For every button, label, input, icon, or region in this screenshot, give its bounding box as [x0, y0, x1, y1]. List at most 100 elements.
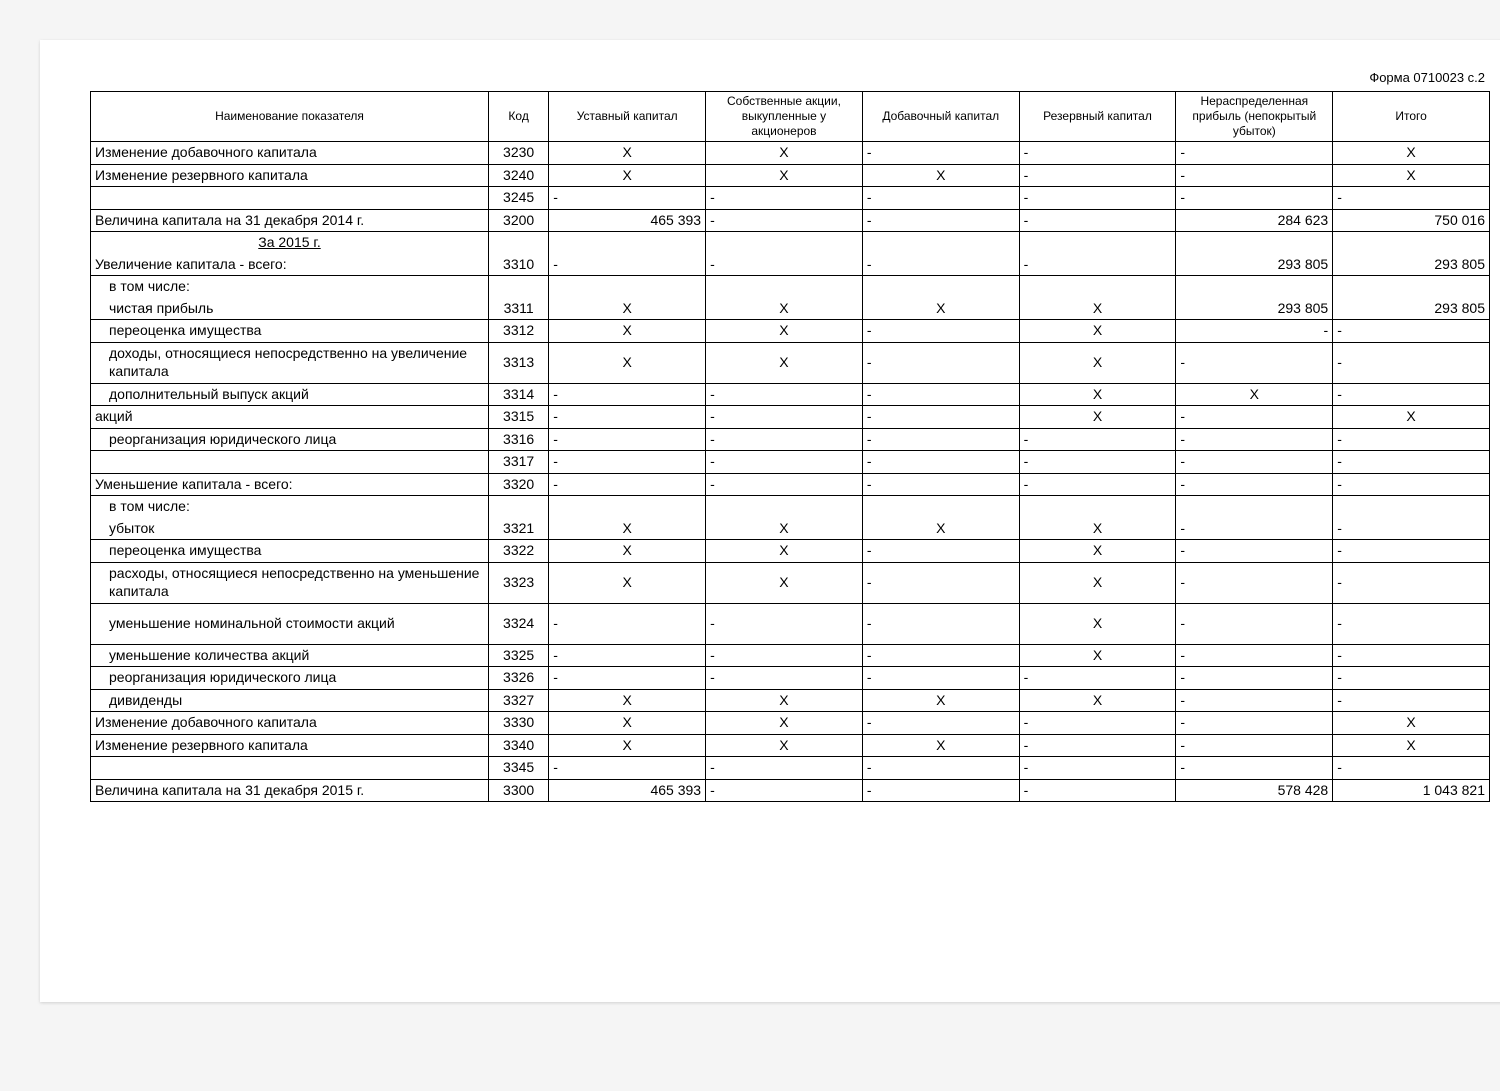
- cell-c2: X: [706, 734, 863, 757]
- table-row: в том числе:: [91, 276, 1490, 298]
- table-row: 3245------: [91, 187, 1490, 210]
- cell-c5: -: [1176, 757, 1333, 780]
- cell-c6: -: [1333, 473, 1490, 496]
- row-code: 3317: [488, 451, 548, 474]
- cell-c5: -: [1176, 644, 1333, 667]
- cell-c6: -: [1333, 428, 1490, 451]
- row-name: в том числе:: [91, 496, 489, 518]
- row-code: 3323: [488, 562, 548, 603]
- col-header-name: Наименование показателя: [91, 92, 489, 142]
- cell-c1: -: [549, 254, 706, 276]
- cell-c6: -: [1333, 757, 1490, 780]
- row-name: доходы, относящиеся непосредственно на у…: [91, 342, 489, 383]
- cell-c4: X: [1019, 298, 1176, 320]
- cell-c5: -: [1176, 667, 1333, 690]
- col-header-code: Код: [488, 92, 548, 142]
- cell-c5: X: [1176, 383, 1333, 406]
- row-code: 3200: [488, 209, 548, 232]
- merged-cell: [549, 496, 706, 518]
- cell-c6: -: [1333, 562, 1490, 603]
- cell-c5: -: [1176, 187, 1333, 210]
- merged-cell: [1019, 232, 1176, 254]
- cell-c3: -: [862, 644, 1019, 667]
- row-name: Увеличение капитала - всего:: [91, 254, 489, 276]
- row-name: Величина капитала на 31 декабря 2015 г.: [91, 779, 489, 802]
- cell-c6: 293 805: [1333, 298, 1490, 320]
- cell-c1: -: [549, 757, 706, 780]
- form-code-label: Форма 0710023 с.2: [90, 70, 1490, 85]
- cell-c4: X: [1019, 603, 1176, 644]
- row-name: Изменение добавочного капитала: [91, 712, 489, 735]
- row-code: 3316: [488, 428, 548, 451]
- cell-c2: X: [706, 518, 863, 540]
- cell-c2: -: [706, 644, 863, 667]
- cell-c6: X: [1333, 164, 1490, 187]
- cell-c1: -: [549, 473, 706, 496]
- cell-c2: -: [706, 603, 863, 644]
- cell-c4: -: [1019, 779, 1176, 802]
- cell-c6: -: [1333, 187, 1490, 210]
- cell-c6: X: [1333, 142, 1490, 165]
- table-row: чистая прибыль3311XXXX293 805293 805: [91, 298, 1490, 320]
- row-code: 3300: [488, 779, 548, 802]
- merged-cell: [862, 232, 1019, 254]
- cell-c2: X: [706, 562, 863, 603]
- cell-c4: -: [1019, 142, 1176, 165]
- cell-c4: X: [1019, 406, 1176, 429]
- cell-c3: -: [862, 320, 1019, 343]
- row-code: 3322: [488, 540, 548, 563]
- row-code: 3315: [488, 406, 548, 429]
- table-row: Изменение резервного капитала3240XXX--X: [91, 164, 1490, 187]
- merged-cell: [706, 232, 863, 254]
- cell-c6: X: [1333, 734, 1490, 757]
- cell-c1: -: [549, 383, 706, 406]
- cell-c1: X: [549, 342, 706, 383]
- cell-c1: 465 393: [549, 779, 706, 802]
- cell-c2: X: [706, 342, 863, 383]
- cell-c5: -: [1176, 689, 1333, 712]
- cell-c6: -: [1333, 667, 1490, 690]
- row-code: 3324: [488, 603, 548, 644]
- row-name: расходы, относящиеся непосредственно на …: [91, 562, 489, 603]
- table-row: Изменение резервного капитала3340XXX--X: [91, 734, 1490, 757]
- cell-c2: -: [706, 428, 863, 451]
- cell-c4: -: [1019, 187, 1176, 210]
- cell-c5: 578 428: [1176, 779, 1333, 802]
- table-row: дополнительный выпуск акций3314---XX-: [91, 383, 1490, 406]
- merged-cell: [1333, 232, 1490, 254]
- cell-c5: -: [1176, 428, 1333, 451]
- cell-c1: X: [549, 298, 706, 320]
- table-row: 3345------: [91, 757, 1490, 780]
- cell-c4: X: [1019, 518, 1176, 540]
- cell-c5: -: [1176, 320, 1333, 343]
- merged-cell: [1019, 276, 1176, 298]
- cell-c5: -: [1176, 142, 1333, 165]
- cell-c1: X: [549, 320, 706, 343]
- row-name: реорганизация юридического лица: [91, 667, 489, 690]
- cell-c6: X: [1333, 712, 1490, 735]
- cell-c1: -: [549, 428, 706, 451]
- row-name: [91, 451, 489, 474]
- table-row: Увеличение капитала - всего:3310----293 …: [91, 254, 1490, 276]
- row-code: 3326: [488, 667, 548, 690]
- cell-c2: -: [706, 383, 863, 406]
- row-code: 3230: [488, 142, 548, 165]
- row-name: [91, 757, 489, 780]
- cell-c2: -: [706, 757, 863, 780]
- cell-c6: -: [1333, 342, 1490, 383]
- cell-c3: -: [862, 187, 1019, 210]
- cell-c4: -: [1019, 164, 1176, 187]
- cell-c4: -: [1019, 667, 1176, 690]
- row-code: 3325: [488, 644, 548, 667]
- cell-c6: 293 805: [1333, 254, 1490, 276]
- cell-c1: -: [549, 667, 706, 690]
- row-name: переоценка имущества: [91, 540, 489, 563]
- table-row: уменьшение количества акций3325---X--: [91, 644, 1490, 667]
- cell-c2: X: [706, 712, 863, 735]
- table-row: расходы, относящиеся непосредственно на …: [91, 562, 1490, 603]
- table-row: Изменение добавочного капитала3230XX---X: [91, 142, 1490, 165]
- cell-c4: X: [1019, 562, 1176, 603]
- merged-cell: [1176, 276, 1333, 298]
- cell-c4: X: [1019, 383, 1176, 406]
- row-name: Величина капитала на 31 декабря 2014 г.: [91, 209, 489, 232]
